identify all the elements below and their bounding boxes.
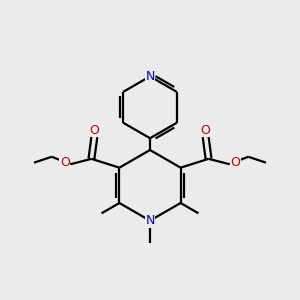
Text: N: N <box>145 70 155 83</box>
Text: N: N <box>145 214 155 227</box>
Text: O: O <box>60 157 70 169</box>
Text: O: O <box>201 124 211 137</box>
Text: O: O <box>89 124 99 137</box>
Text: O: O <box>230 157 240 169</box>
